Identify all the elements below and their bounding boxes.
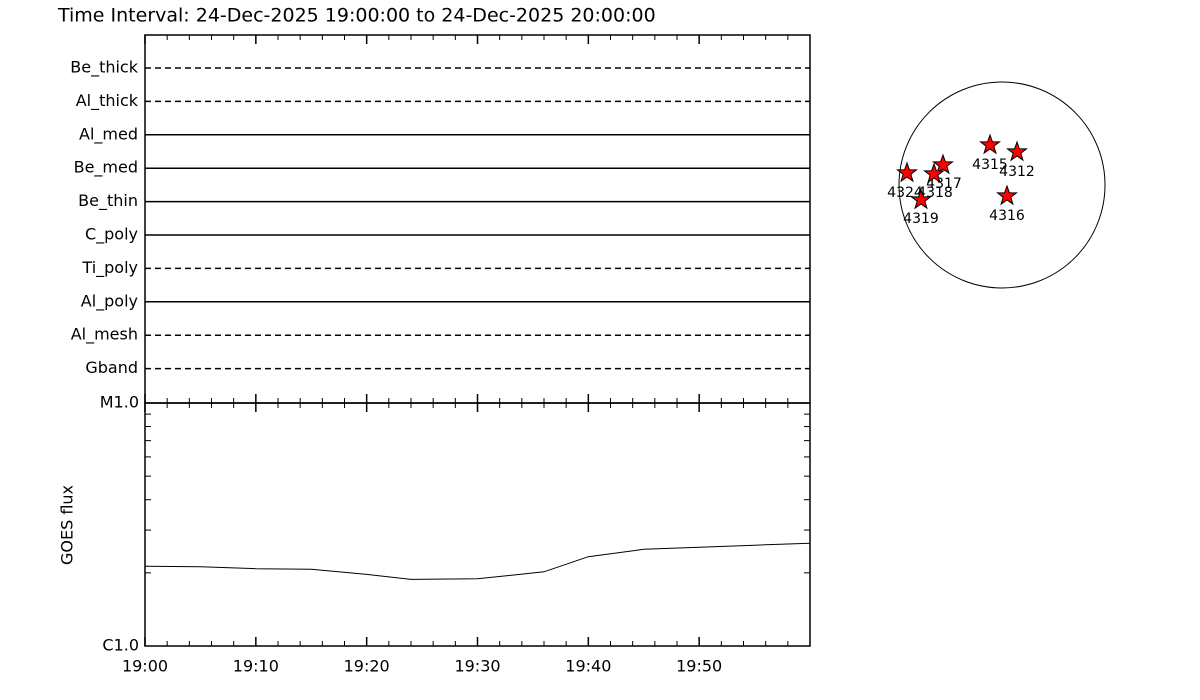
filter-label: Ti_poly [81,258,138,278]
x-tick-label: 19:10 [233,657,279,676]
region-star [1006,140,1028,162]
region-label: 4316 [989,208,1025,224]
region-star [996,184,1018,206]
region-star [896,161,918,183]
region-label: 4315 [972,157,1008,173]
region-star [932,153,954,175]
x-tick-label: 19:30 [454,657,500,676]
filter-panel [144,34,811,404]
filter-label: Gband [85,358,138,377]
filter-label: Be_thin [78,191,138,211]
x-tick-label: 19:20 [344,657,390,676]
region-label: 4317 [926,176,962,192]
region-label: 4319 [903,211,939,227]
filter-label: Al_med [79,124,138,144]
x-tick-label: 19:50 [676,657,722,676]
filter-label: Al_thick [76,91,139,111]
x-tick-label: 19:40 [565,657,611,676]
filter-label: C_poly [85,225,138,245]
y-axis-label: GOES flux [58,485,77,565]
filter-label: Be_thick [70,58,138,78]
title: Time Interval: 24-Dec-2025 19:00:00 to 2… [57,5,656,27]
solar-disk [898,81,1106,289]
region-star [923,162,945,184]
goes-curve [144,542,811,580]
region-star [910,188,932,210]
goes-panel [144,402,811,647]
filter-label: Al_mesh [71,325,138,345]
y-tick-label: C1.0 [102,636,139,655]
region-label: 4312 [999,164,1035,180]
region-star [979,133,1001,155]
y-tick-label: M1.0 [100,393,139,412]
x-tick-label: 19:00 [122,657,168,676]
filter-label: Be_med [74,158,138,178]
filter-label: Al_poly [81,291,138,311]
